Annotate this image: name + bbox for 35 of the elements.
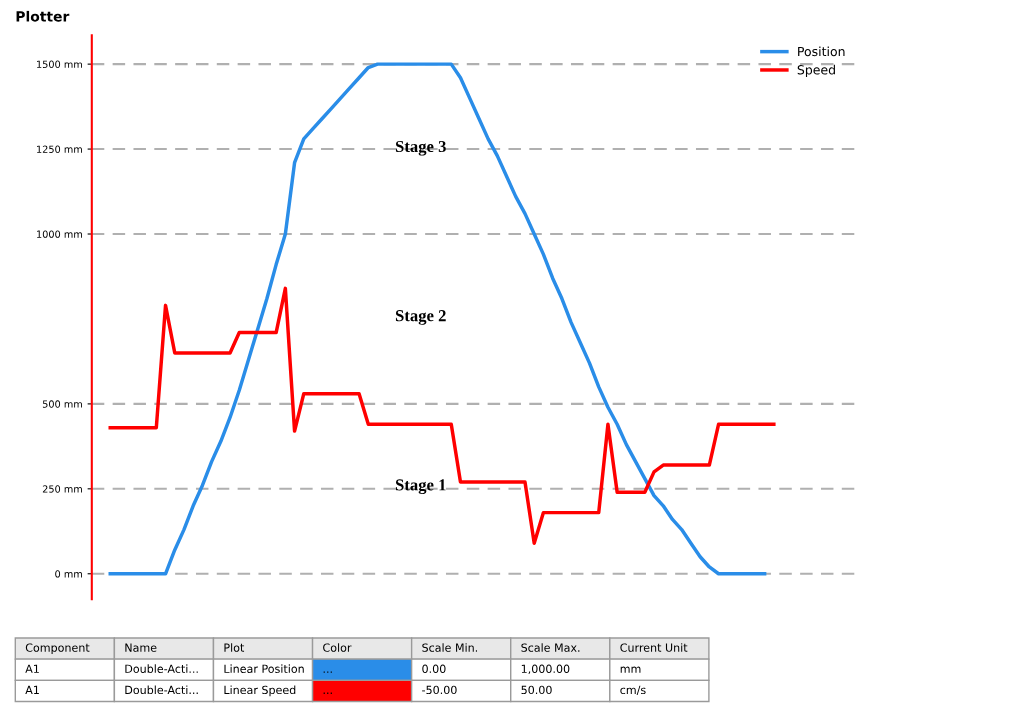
chart-title: Plotter bbox=[16, 10, 70, 22]
text: Double-Acti... bbox=[125, 685, 198, 695]
y-tick-label: 1500 mm bbox=[37, 60, 82, 68]
legend-label: Position bbox=[798, 46, 845, 57]
text: Scale Min. bbox=[422, 643, 478, 652]
text: Color bbox=[323, 643, 352, 652]
text: cm/s bbox=[620, 685, 646, 695]
text: ... bbox=[323, 671, 332, 673]
text: 0.00 bbox=[422, 664, 446, 673]
annotation: Stage 3 bbox=[395, 140, 446, 156]
text: ... bbox=[323, 692, 332, 694]
y-tick-label: 0 mm bbox=[55, 570, 82, 578]
text: Plot bbox=[224, 643, 245, 652]
text: 50.00 bbox=[521, 685, 552, 695]
annotation: Stage 1 bbox=[395, 479, 446, 495]
y-tick-label: 1250 mm bbox=[37, 145, 82, 153]
text: Scale Max. bbox=[521, 643, 580, 652]
line-series bbox=[108, 286, 776, 545]
text: 1,000.00 bbox=[521, 664, 570, 675]
text: Current Unit bbox=[620, 643, 688, 652]
y-tick-label: 1000 mm bbox=[37, 230, 82, 238]
text: Linear Speed bbox=[224, 685, 296, 697]
annotation: Stage 2 bbox=[395, 310, 446, 325]
text: Component bbox=[25, 643, 90, 654]
text: Linear Position bbox=[224, 664, 304, 673]
text: Double-Acti... bbox=[125, 664, 198, 673]
text: -50.00 bbox=[422, 685, 457, 695]
text: Name bbox=[125, 643, 157, 652]
legend-label: Speed bbox=[797, 64, 835, 77]
text: A1 bbox=[25, 685, 39, 694]
y-tick-label: 500 mm bbox=[42, 400, 82, 408]
text: mm bbox=[620, 666, 641, 673]
text: A1 bbox=[25, 664, 39, 673]
y-tick-label: 250 mm bbox=[42, 485, 82, 493]
line-series bbox=[108, 62, 767, 576]
